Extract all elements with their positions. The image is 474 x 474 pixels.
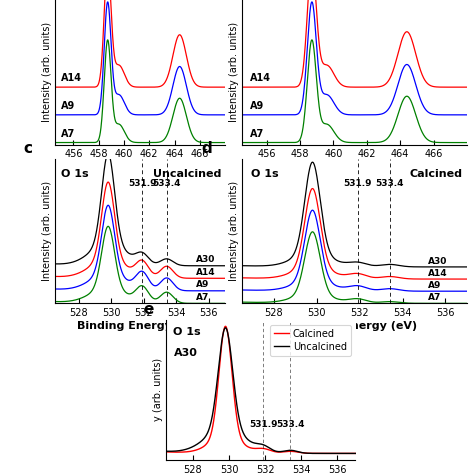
- Calcined: [223, 323, 228, 329]
- Text: A30: A30: [173, 348, 197, 358]
- X-axis label: Binding Energy (eV): Binding Energy (eV): [77, 321, 202, 331]
- Text: A9: A9: [196, 281, 210, 290]
- Text: A9: A9: [250, 101, 264, 111]
- Text: A7: A7: [428, 293, 442, 302]
- Calcined: [197, 446, 202, 452]
- Text: 531.9: 531.9: [128, 179, 156, 188]
- Text: A30: A30: [428, 256, 447, 265]
- Text: O 1s: O 1s: [61, 169, 89, 179]
- X-axis label: Binding Energy (eV): Binding Energy (eV): [77, 162, 202, 172]
- Uncalcined: [223, 325, 228, 331]
- Uncalcined: [163, 448, 169, 454]
- Text: 533.4: 533.4: [375, 179, 404, 188]
- Y-axis label: Intensity (arb. units): Intensity (arb. units): [42, 181, 52, 281]
- Text: 533.4: 533.4: [153, 179, 181, 188]
- Text: A7: A7: [250, 128, 264, 138]
- Legend: Calcined, Uncalcined: Calcined, Uncalcined: [270, 325, 351, 356]
- Text: A14: A14: [428, 269, 448, 278]
- Uncalcined: [275, 449, 281, 455]
- X-axis label: Binding Energy (eV): Binding Energy (eV): [292, 162, 417, 172]
- Text: A9: A9: [428, 281, 442, 290]
- Uncalcined: [197, 440, 202, 446]
- Text: O 1s: O 1s: [173, 327, 201, 337]
- Text: O 1s: O 1s: [251, 169, 278, 179]
- Calcined: [353, 451, 358, 456]
- Text: 531.9: 531.9: [249, 420, 278, 429]
- Text: Uncalcined: Uncalcined: [154, 169, 222, 179]
- Text: A7: A7: [196, 293, 210, 302]
- Text: e: e: [143, 302, 154, 317]
- Line: Calcined: Calcined: [166, 326, 356, 454]
- Y-axis label: Intensity (arb. units): Intensity (arb. units): [229, 181, 239, 281]
- Calcined: [306, 450, 312, 456]
- Uncalcined: [306, 450, 312, 456]
- Calcined: [163, 449, 169, 455]
- Text: A7: A7: [61, 128, 75, 138]
- Text: d: d: [201, 141, 212, 156]
- X-axis label: Binding Energy (eV): Binding Energy (eV): [292, 321, 417, 331]
- Y-axis label: Intensity (arb. units): Intensity (arb. units): [42, 22, 52, 122]
- Text: A9: A9: [61, 101, 75, 111]
- Text: c: c: [24, 141, 33, 156]
- Text: A30: A30: [196, 255, 215, 264]
- Text: A14: A14: [61, 73, 82, 83]
- Calcined: [275, 449, 281, 455]
- Calcined: [212, 411, 218, 417]
- Text: A14: A14: [196, 268, 216, 277]
- Uncalcined: [353, 451, 358, 456]
- Uncalcined: [290, 447, 296, 453]
- Text: 533.4: 533.4: [276, 420, 305, 429]
- Uncalcined: [249, 439, 255, 445]
- Line: Uncalcined: Uncalcined: [166, 328, 356, 454]
- Uncalcined: [212, 398, 218, 404]
- Y-axis label: Intensity (arb. units): Intensity (arb. units): [229, 22, 239, 122]
- Calcined: [290, 448, 296, 454]
- Text: 531.9: 531.9: [343, 179, 372, 188]
- Calcined: [249, 446, 255, 451]
- Text: A14: A14: [250, 73, 271, 83]
- Y-axis label: y (arb. units): y (arb. units): [153, 358, 163, 421]
- Text: Calcined: Calcined: [410, 169, 462, 179]
